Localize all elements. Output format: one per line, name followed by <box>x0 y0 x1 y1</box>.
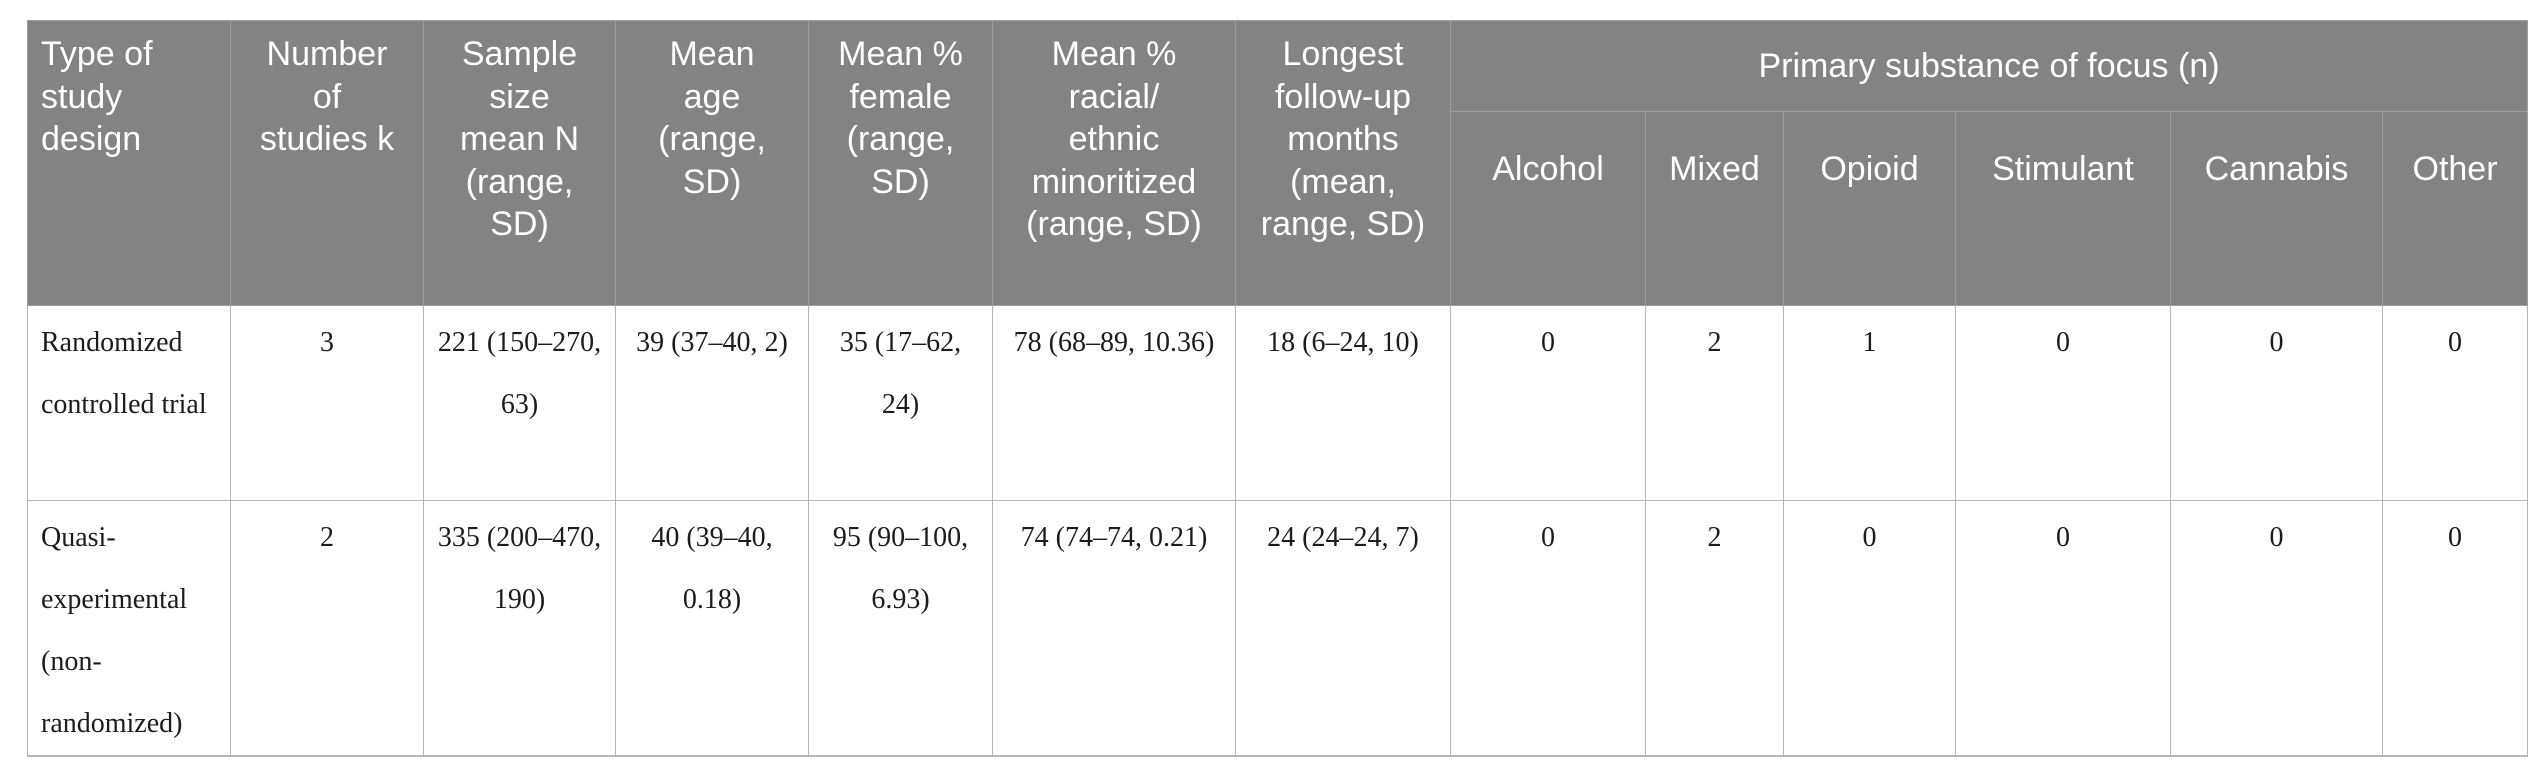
col-header-label: Longest follow-up months (mean, range, S… <box>1260 35 1426 243</box>
cell-sample-size: 221 (150–270, 63) <box>423 305 616 501</box>
col-header-sample-size: Sample size mean N (range, SD) <box>423 20 616 306</box>
col-header-label: Cannabis <box>2204 150 2349 188</box>
cell-substance-alcohol: 0 <box>1450 500 1646 757</box>
col-header-number-of-studies: Number of studies k <box>230 20 424 306</box>
col-header-label: Mean % racial/ ethnic minoritized (range… <box>1026 35 1202 243</box>
cell-substance-cannabis: 0 <box>2170 500 2383 757</box>
col-header-label: Mixed <box>1669 150 1760 188</box>
cell-design: Quasi-experimental (non-randomized) <box>27 500 231 757</box>
col-header-label: Type of study design <box>41 35 153 158</box>
cell-mean-age: 40 (39–40, 0.18) <box>615 500 809 757</box>
col-header-label: Number of studies k <box>259 35 395 158</box>
col-header-label: Alcohol <box>1492 150 1604 188</box>
cell-number-of-studies: 3 <box>230 305 424 501</box>
cell-substance-alcohol: 0 <box>1450 305 1646 501</box>
col-header-label: Mean age (range, SD) <box>658 35 766 201</box>
col-header-mean-pct-minoritized: Mean % racial/ ethnic minoritized (range… <box>992 20 1236 306</box>
col-header-label: Stimulant <box>1992 150 2134 188</box>
col-header-mean-age: Mean age (range, SD) <box>615 20 809 306</box>
cell-longest-followup: 24 (24–24, 7) <box>1235 500 1451 757</box>
col-header-longest-followup: Longest follow-up months (mean, range, S… <box>1235 20 1451 306</box>
table-header: Type of study design Number of studies k… <box>27 20 2529 306</box>
cell-substance-opioid: 0 <box>1783 500 1956 757</box>
table-row: Randomized controlled trial 3 221 (150–2… <box>27 305 2529 501</box>
col-header-alcohol: Alcohol <box>1450 111 1646 306</box>
cell-design: Randomized controlled trial <box>27 305 231 501</box>
cell-substance-other: 0 <box>2381 305 2529 501</box>
cell-longest-followup: 18 (6–24, 10) <box>1235 305 1451 501</box>
cell-substance-stimulant: 0 <box>1955 305 2171 501</box>
cell-substance-opioid: 1 <box>1783 305 1956 501</box>
cell-pct-female: 35 (17–62, 24) <box>808 305 993 501</box>
cell-substance-mixed: 2 <box>1645 500 1784 757</box>
col-header-type-of-study-design: Type of study design <box>27 20 231 306</box>
group-header-primary-substance: Primary substance of focus (n) <box>1449 20 2529 112</box>
col-header-label: Other <box>2412 150 2498 188</box>
group-header-label: Primary substance of focus (n) <box>1758 46 2220 85</box>
col-header-opioid: Opioid <box>1783 111 1956 306</box>
cell-substance-mixed: 2 <box>1645 305 1784 501</box>
cell-pct-female: 95 (90–100, 6.93) <box>808 500 993 757</box>
cell-pct-minoritized: 78 (68–89, 10.36) <box>992 305 1236 501</box>
cell-number-of-studies: 2 <box>230 500 424 757</box>
col-header-label: Mean % female (range, SD) <box>838 35 963 201</box>
study-design-summary-table: Type of study design Number of studies k… <box>27 20 2529 757</box>
cell-substance-cannabis: 0 <box>2170 305 2383 501</box>
col-header-other: Other <box>2381 111 2529 306</box>
table-row: Quasi-experimental (non-randomized) 2 33… <box>27 500 2529 757</box>
col-header-label: Sample size mean N (range, SD) <box>459 35 580 243</box>
cell-pct-minoritized: 74 (74–74, 0.21) <box>992 500 1236 757</box>
col-header-label: Opioid <box>1820 150 1919 188</box>
cell-mean-age: 39 (37–40, 2) <box>615 305 809 501</box>
col-header-mean-pct-female: Mean % female (range, SD) <box>808 20 993 306</box>
col-header-stimulant: Stimulant <box>1955 111 2171 306</box>
cell-substance-other: 0 <box>2381 500 2529 757</box>
col-header-mixed: Mixed <box>1645 111 1784 306</box>
col-header-cannabis: Cannabis <box>2170 111 2383 306</box>
table-body: Randomized controlled trial 3 221 (150–2… <box>27 305 2529 757</box>
cell-substance-stimulant: 0 <box>1955 500 2171 757</box>
cell-sample-size: 335 (200–470, 190) <box>423 500 616 757</box>
